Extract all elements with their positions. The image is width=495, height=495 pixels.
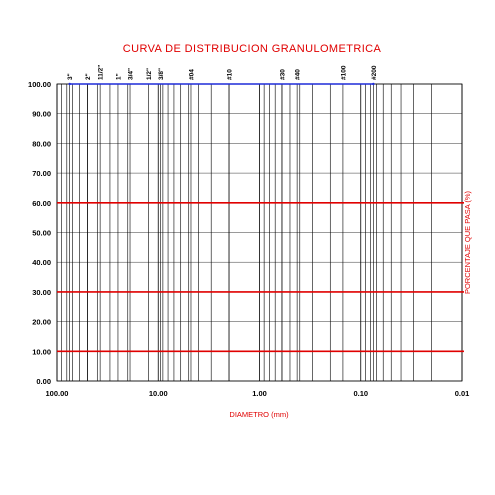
sieve-label: #04	[189, 69, 196, 80]
y-tick-label: 30.00	[32, 288, 51, 297]
sieve-label: 2"	[85, 73, 92, 80]
y-tick-label: 50.00	[32, 229, 51, 238]
series-point	[68, 82, 71, 86]
sieve-label: 3/4"	[128, 68, 135, 80]
x-tick-label: 10.00	[149, 389, 168, 398]
sieve-label: #10	[227, 69, 234, 80]
x-axis-label: DIAMETRO (mm)	[229, 410, 289, 419]
sieve-label: 1/2"	[146, 68, 153, 80]
y-tick-label: 20.00	[32, 318, 51, 327]
y-axis-label: PORCENTAJE QUE PASA (%)	[463, 190, 472, 294]
chart-title: CURVA DE DISTRIBUCION GRANULOMETRICA	[123, 43, 382, 55]
y-tick-label: 100.00	[28, 80, 51, 89]
sieve-label: #100	[340, 65, 347, 80]
x-tick-label: 100.00	[46, 389, 69, 398]
x-tick-label: 1.00	[252, 389, 267, 398]
sieve-label: #40	[295, 69, 302, 80]
y-tick-label: 60.00	[32, 199, 51, 208]
sieve-label: 3/8"	[158, 68, 165, 80]
series-point	[372, 82, 375, 86]
sieve-label: 1"	[116, 73, 123, 80]
y-tick-label: 80.00	[32, 139, 51, 148]
y-tick-label: 70.00	[32, 169, 51, 178]
sieve-label: 3"	[67, 73, 74, 80]
sieve-label: 11/2"	[98, 65, 105, 80]
y-tick-label: 40.00	[32, 258, 51, 267]
y-tick-label: 10.00	[32, 347, 51, 356]
sieve-label: #30	[280, 69, 287, 80]
x-tick-label: 0.10	[353, 389, 368, 398]
x-tick-label: 0.01	[455, 389, 470, 398]
y-tick-label: 90.00	[32, 110, 51, 119]
y-tick-label: 0.00	[36, 377, 51, 386]
sieve-label: #200	[371, 65, 378, 80]
